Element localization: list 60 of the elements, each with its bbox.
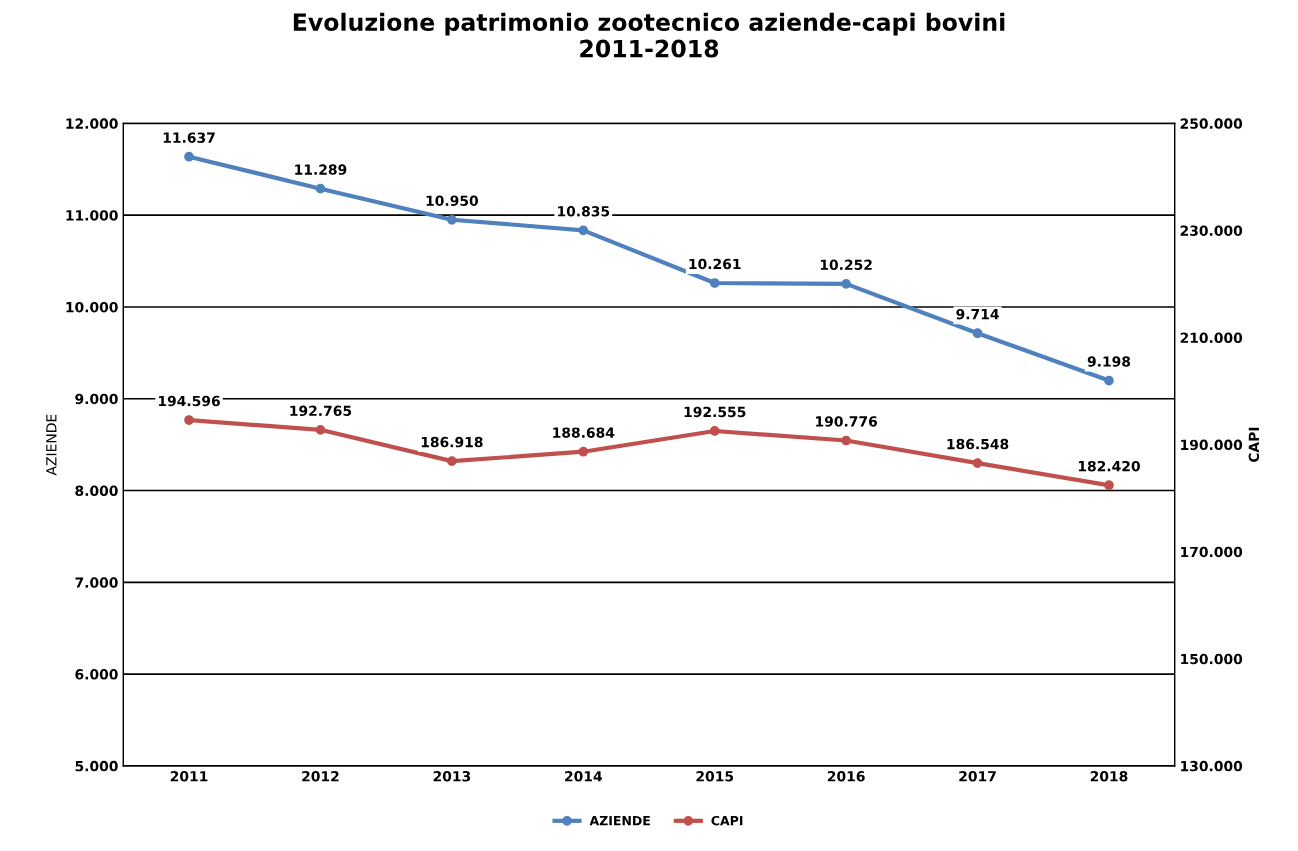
point <box>709 426 720 436</box>
point <box>315 183 326 194</box>
y-tick-label: 8.000 <box>75 485 118 497</box>
point <box>315 424 326 435</box>
data-label: 192.555 <box>684 406 746 418</box>
y-tick-label: 7.000 <box>75 577 118 588</box>
y2-tick-label: 170.000 <box>1181 546 1243 558</box>
x-tick-label: 2017 <box>959 771 996 782</box>
data-label: 182.420 <box>1078 460 1140 472</box>
data-label: 186.548 <box>947 438 1009 450</box>
y-tick-label: 6.000 <box>75 669 118 680</box>
x-tick-label: 2012 <box>302 771 339 782</box>
data-label: 11.637 <box>163 132 215 143</box>
point <box>841 435 851 446</box>
y-tick-label: 9.000 <box>75 393 118 405</box>
data-label: 192.765 <box>290 405 352 417</box>
data-label: 188.684 <box>553 427 615 438</box>
x-tick-label: 2016 <box>827 771 865 782</box>
point <box>1104 480 1114 491</box>
point <box>1104 375 1114 386</box>
y2-axis-title: CAPI <box>1248 427 1260 463</box>
data-label: 10.261 <box>689 258 741 270</box>
point <box>447 456 457 467</box>
x-tick-label: 2014 <box>565 771 602 782</box>
point <box>578 446 589 457</box>
y-axis-title: AZIENDE <box>46 414 57 476</box>
y2-tick-label: 150.000 <box>1181 653 1243 665</box>
data-label: 11.289 <box>295 164 347 175</box>
y2-tick-label: 190.000 <box>1181 439 1243 451</box>
y2-tick-label: 250.000 <box>1180 118 1243 129</box>
data-label: 194.596 <box>158 395 220 407</box>
data-label: 9.714 <box>956 308 999 320</box>
data-label: 186.918 <box>421 436 483 448</box>
data-label: 10.252 <box>820 259 872 271</box>
x-tick-label: 2013 <box>433 771 471 782</box>
point <box>709 278 720 288</box>
chart-title: Evoluzione patrimonio zootecnico aziende-capi bovini 2011-2018 <box>293 12 1005 58</box>
y-tick-label: 12.000 <box>66 118 118 129</box>
y2-tick-label: 130.000 <box>1181 760 1243 772</box>
legend-label: CAPI <box>711 815 743 826</box>
y-tick-label: 5.000 <box>75 760 118 772</box>
legend-label: AZIENDE <box>589 816 650 826</box>
point <box>841 278 851 289</box>
y2-tick-label: 210.000 <box>1180 332 1243 344</box>
point <box>972 458 983 468</box>
point <box>184 151 194 162</box>
data-label: 10.835 <box>558 206 610 217</box>
x-tick-label: 2018 <box>1090 771 1128 782</box>
point <box>447 214 457 225</box>
data-label: 10.950 <box>426 195 478 206</box>
y-tick-label: 10.000 <box>66 301 118 313</box>
point <box>184 415 194 425</box>
y-tick-label: 11.000 <box>66 210 118 221</box>
point <box>972 328 983 339</box>
point <box>578 225 589 236</box>
x-tick-label: 2011 <box>170 771 208 782</box>
x-tick-label: 2015 <box>696 771 734 782</box>
data-label: 190.776 <box>816 416 878 427</box>
data-label: 9.198 <box>1087 356 1131 367</box>
y2-tick-label: 230.000 <box>1180 225 1243 236</box>
